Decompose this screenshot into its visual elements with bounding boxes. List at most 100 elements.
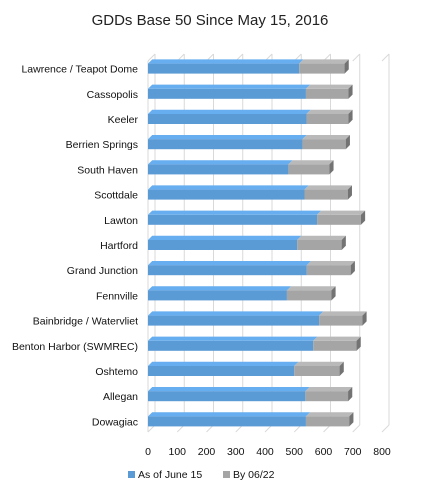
bar-top-face (148, 387, 310, 392)
bar-front-face (313, 340, 357, 351)
bar-top-face (305, 387, 353, 392)
category-label-berrien-springs: Berrien Springs (66, 139, 138, 151)
bar-by-06-22-fennville (286, 286, 336, 301)
bar-as-of-june-15-allegan (148, 387, 310, 402)
bar-front-face (148, 240, 298, 250)
bar-top-face (148, 84, 311, 89)
bar-by-06-22-south-haven (288, 160, 334, 175)
bar-top-face (306, 261, 355, 266)
bar-front-face (148, 214, 318, 225)
bar-front-face (319, 315, 363, 326)
bar-front-face (294, 366, 340, 376)
bar-top-face (148, 311, 324, 316)
bar-front-face (148, 139, 303, 150)
bar-by-06-22-hartford (297, 235, 346, 250)
bar-by-06-22-keeler (306, 109, 353, 124)
bar-top-face (305, 412, 354, 417)
bar-side-face (348, 387, 353, 402)
bar-side-face (348, 109, 353, 124)
gridline-top-700 (352, 53, 361, 62)
bar-top-face (148, 210, 322, 215)
bar-by-06-22-allegan (305, 387, 353, 402)
bar-front-face (148, 391, 306, 402)
bar-front-face (317, 214, 361, 225)
bar-side-face (360, 210, 366, 225)
bar-top-face (302, 135, 350, 140)
bar-by-06-22-lawrence-teapot-dome (299, 59, 349, 74)
category-label-keeler: Keeler (108, 114, 139, 126)
category-label-scottdale: Scottdale (94, 190, 138, 202)
bar-by-06-22-berrien-springs (302, 135, 350, 150)
bar-side-face (344, 59, 349, 74)
x-tick-label-500: 500 (285, 446, 303, 458)
bar-as-of-june-15-cassopolis (148, 84, 311, 99)
bar-by-06-22-benton-harbor-swmrec (313, 336, 361, 351)
legend: As of June 15 By 06/22 (128, 469, 275, 481)
bar-front-face (148, 189, 305, 200)
x-tick-label-0: 0 (145, 446, 151, 458)
bar-top-face (299, 59, 349, 64)
bar-front-face (302, 139, 346, 150)
bar-as-of-june-15-lawton (148, 210, 322, 225)
category-label-allegan: Allegan (103, 391, 138, 403)
bar-top-face (148, 109, 311, 114)
bar-front-face (148, 366, 295, 376)
bar-front-face (286, 290, 332, 301)
category-label-lawton: Lawton (104, 215, 138, 227)
bar-top-face (148, 361, 299, 366)
bar-side-face (339, 361, 344, 376)
bar-front-face (148, 63, 300, 74)
x-tick-label-200: 200 (198, 446, 216, 458)
bar-as-of-june-15-dowagiac (148, 412, 311, 427)
chart-title: GDDs Base 50 Since May 15, 2016 (92, 12, 329, 29)
bar-side-face (362, 311, 367, 326)
x-tick-label-600: 600 (315, 446, 333, 458)
bar-as-of-june-15-oshtemo (148, 361, 299, 376)
bar-side-face (345, 135, 350, 150)
bar-as-of-june-15-benton-harbor-swmrec (148, 336, 318, 351)
bar-front-face (148, 416, 306, 427)
bar-front-face (306, 114, 349, 124)
bar-front-face (305, 391, 349, 402)
bar-as-of-june-15-keeler (148, 109, 311, 124)
x-tick-label-100: 100 (168, 446, 186, 458)
bar-by-06-22-cassopolis (305, 84, 353, 99)
bar-front-face (148, 265, 307, 276)
x-tick-label-700: 700 (344, 446, 362, 458)
bar-as-of-june-15-scottdale (148, 185, 309, 200)
category-label-grand-junction: Grand Junction (67, 265, 138, 277)
bar-as-of-june-15-bainbridge-watervliet (148, 311, 324, 326)
bar-front-face (148, 88, 306, 99)
bar-side-face (329, 160, 334, 175)
bar-top-face (288, 160, 334, 165)
x-tick-label-300: 300 (227, 446, 245, 458)
bar-top-face (317, 210, 366, 215)
bar-as-of-june-15-grand-junction (148, 261, 312, 276)
bar-by-06-22-dowagiac (305, 412, 354, 427)
bar-side-face (356, 336, 361, 351)
bar-front-face (288, 164, 330, 175)
bar-side-face (341, 235, 346, 250)
category-label-lawrence-teapot-dome: Lawrence / Teapot Dome (21, 64, 138, 76)
bar-front-face (148, 290, 287, 301)
legend-label-by-06-22: By 06/22 (233, 469, 275, 481)
bar-side-face (331, 286, 336, 301)
bar-top-face (286, 286, 336, 291)
bar-top-face (313, 336, 361, 341)
category-label-bainbridge-watervliet: Bainbridge / Watervliet (33, 316, 138, 328)
bar-front-face (148, 315, 320, 326)
bar-top-face (148, 135, 307, 140)
bar-by-06-22-oshtemo (294, 361, 344, 376)
bar-top-face (148, 185, 309, 190)
bar-side-face (348, 84, 353, 99)
legend-swatch-as-of-june-15 (128, 471, 135, 478)
category-label-hartford: Hartford (100, 240, 138, 252)
legend-label-as-of-june-15: As of June 15 (138, 469, 202, 481)
bar-front-face (305, 416, 350, 427)
bar-by-06-22-lawton (317, 210, 366, 225)
bar-front-face (148, 340, 314, 351)
category-label-dowagiac: Dowagiac (92, 416, 138, 428)
gridline-floor-700 (352, 424, 361, 433)
x-tick-label-400: 400 (256, 446, 274, 458)
